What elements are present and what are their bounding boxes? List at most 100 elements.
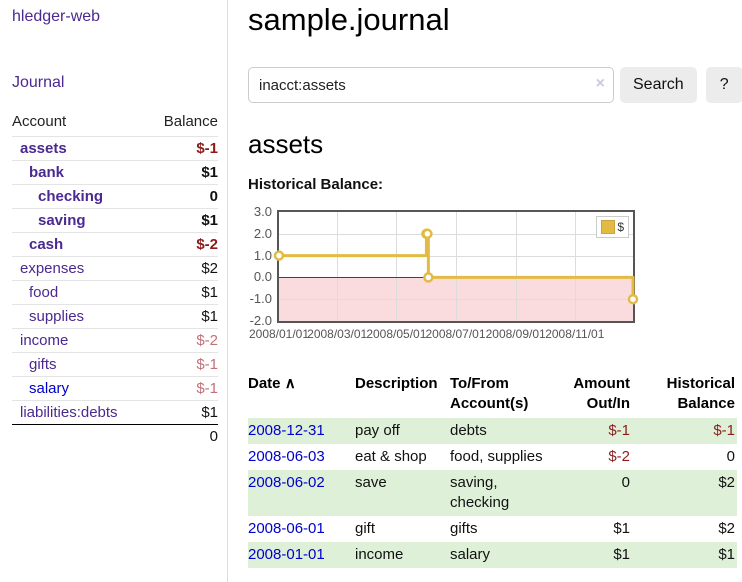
sidebar: hledger-web Journal Account Balance asse… [0,0,228,582]
register-header-row: Date ∧ Description To/From Account(s) Am… [248,373,737,418]
account-link[interactable]: assets [20,140,67,157]
account-row: salary $-1 [12,376,218,400]
transaction-amount: $1 [565,542,640,568]
account-row: checking 0 [12,184,218,208]
account-link[interactable]: salary [29,380,70,397]
column-header-balance: Historical Balance [666,375,735,412]
page-title: sample.journal [248,2,450,37]
y-axis-tick-label: -1.0 [249,291,272,307]
transaction-amount: 0 [565,470,640,516]
accounts-header-account: Account [12,113,67,130]
transaction-amount: $-1 [565,418,640,444]
help-button[interactable]: ? [705,67,742,103]
account-link[interactable]: saving [38,212,86,229]
account-link[interactable]: liabilities:debts [20,404,118,421]
data-point-marker [273,250,285,261]
account-row: food $1 [12,280,218,304]
search-input-wrap: × [248,67,614,103]
register-row: 2008-01-01 income salary $1 $1 [248,542,737,568]
chart-heading: Historical Balance: [248,176,384,193]
account-row: liabilities:debts $1 [12,400,218,424]
column-header-description: Description [355,375,438,392]
transaction-accounts: food, supplies [450,448,543,465]
account-balance: $2 [201,260,218,277]
chart-legend: $ [596,216,629,238]
account-balance: 0 [209,188,218,205]
account-link[interactable]: income [20,332,69,349]
accounts-list: assets $-1 bank $1 checking 0 saving $1 … [12,136,218,424]
account-row: assets $-1 [12,136,218,160]
clear-search-icon[interactable]: × [595,75,605,92]
x-axis-tick-label: 2008/03/01 [307,327,368,341]
account-heading: assets [248,129,324,159]
account-row: income $-2 [12,328,218,352]
legend-swatch-icon [601,220,616,234]
account-balance: $-2 [196,236,218,253]
accounts-header: Account Balance [12,109,218,136]
v-gridline [515,212,517,321]
account-link[interactable]: food [29,284,59,301]
account-balance: $1 [201,404,218,421]
account-link[interactable]: checking [38,188,104,205]
account-link[interactable]: bank [29,164,65,181]
account-row: gifts $-1 [12,352,218,376]
v-gridline [574,212,576,321]
main-content: sample.journal × Search ? assets Histori… [248,0,742,568]
transaction-date-link[interactable]: 2008-12-31 [248,422,325,439]
column-header-amount: Amount Out/In [573,375,630,412]
account-row: expenses $2 [12,256,218,280]
account-balance: $-1 [196,140,218,157]
account-link[interactable]: supplies [29,308,85,325]
account-balance: $-1 [196,356,218,373]
register-row: 2008-06-02 save saving, checking 0 $2 [248,470,737,516]
account-row: saving $1 [12,208,218,232]
transaction-accounts: gifts [450,520,478,537]
account-link[interactable]: expenses [20,260,85,277]
x-axis-tick-label: 2008/01/01 [248,327,310,341]
transaction-date-link[interactable]: 2008-06-02 [248,474,325,491]
search-button[interactable]: Search [620,67,697,103]
transaction-accounts: debts [450,418,565,444]
v-gridline [337,212,339,321]
y-axis-tick-label: 3.0 [253,204,272,219]
search-form: × Search ? [248,67,742,103]
register-row: 2008-12-31 pay off debts $-1 $-1 [248,418,737,444]
transaction-description: save [355,470,450,516]
register-row: 2008-06-01 gift gifts $1 $2 [248,516,737,542]
chart-plot: $ [273,210,639,323]
account-balance: $1 [201,212,218,229]
accounts-panel: Account Balance assets $-1 bank $1 check… [12,109,218,448]
transaction-date-link[interactable]: 2008-06-01 [248,520,325,537]
legend-label: $ [617,220,624,234]
transaction-amount: $1 [613,520,630,537]
column-header-date[interactable]: Date ∧ [248,375,296,392]
chart: $ 3.0 2.0 1.0 0.0 -1.0 -2.0 2008/01/01 2008/03/… [248,204,742,347]
account-row: bank $1 [12,160,218,184]
balance-line-series [273,228,639,305]
transaction-balance: $-1 [640,418,737,444]
accounts-total-value: 0 [209,428,218,445]
transaction-date-link[interactable]: 2008-06-03 [248,448,325,465]
transaction-balance: 0 [726,448,735,465]
account-balance: $1 [201,284,218,301]
brand-link[interactable]: hledger-web [12,8,101,25]
accounts-total-row: 0 [12,424,218,448]
account-balance: $-2 [196,332,218,349]
accounts-header-balance: Balance [163,113,218,130]
transaction-accounts: saving, checking [450,470,565,516]
account-row: cash $-2 [12,232,218,256]
y-axis-tick-label: -2.0 [249,313,272,328]
x-axis-tick-label: 2008/07/01 [425,327,486,341]
sidebar-item-journal[interactable]: Journal [12,74,65,91]
y-axis-tick-label: 0.0 [253,269,272,285]
search-input[interactable] [248,67,614,103]
data-point-marker [422,228,433,240]
account-link[interactable]: gifts [29,356,57,373]
v-gridline [396,212,398,321]
account-link[interactable]: cash [29,236,64,253]
x-axis-tick-label: 2008/11/01 [545,327,605,341]
y-axis-tick-label: 1.0 [253,247,272,263]
sort-asc-icon: ∧ [284,375,296,392]
transaction-date-link[interactable]: 2008-01-01 [248,546,325,563]
